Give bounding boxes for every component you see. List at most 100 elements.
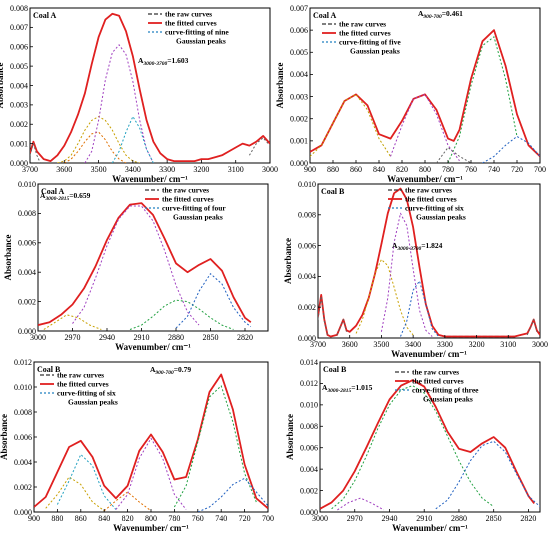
- series-line-gauss-2: [337, 497, 384, 511]
- x-tick-label: 2910: [416, 514, 432, 523]
- chart-panel-2: 900 880 860 840 820 800 780 760 740 720 700 0.000 0.…: [275, 4, 546, 184]
- x-tick-label: 3700: [22, 165, 38, 174]
- panel-label: Coal B: [37, 365, 61, 374]
- y-tick-label: 0.002: [10, 120, 28, 129]
- series-line-gauss-3: [390, 93, 460, 162]
- series-line-raw-0: [30, 13, 270, 162]
- series-line-fit-1: [30, 12, 270, 163]
- area-annotation: A900-700=0.79: [150, 365, 191, 376]
- x-tick-label: 3000: [312, 514, 328, 523]
- y-tick-label: 0.008: [298, 211, 316, 220]
- series-line-gauss-2: [43, 314, 102, 330]
- y-tick-label: 0.002: [290, 115, 308, 124]
- y-tick-label: 0.000: [10, 159, 28, 168]
- legend-entry: the fitted curves: [165, 19, 217, 28]
- y-tick-label: 0.005: [290, 48, 308, 57]
- series-line-gauss-5: [111, 116, 154, 163]
- y-tick-label: 0.010: [14, 383, 32, 392]
- series-line-gauss-5: [115, 437, 187, 510]
- chart-panel-4: 3700 3600 3500 3400 3300 3200 3100 3000 0.000 0.0…: [283, 180, 548, 359]
- x-tick-label: 900: [28, 514, 40, 523]
- y-tick-label: 0.008: [14, 408, 32, 417]
- x-tick-label: 3400: [125, 165, 141, 174]
- y-tick-label: 0.007: [290, 4, 308, 13]
- y-tick-label: 0.000: [14, 508, 32, 517]
- y-tick-label: 0.004: [14, 458, 32, 467]
- x-tick-label: 3100: [228, 165, 244, 174]
- legend-entry: the fitted curves: [405, 195, 457, 204]
- x-tick-label: 2970: [347, 514, 363, 523]
- y-tick-label: 0.010: [300, 401, 318, 410]
- x-tick-label: 3600: [56, 165, 72, 174]
- x-axis-title: Wavenumber/ cm⁻¹: [115, 342, 191, 352]
- series-line-gauss-5: [175, 273, 252, 329]
- y-tick-label: 0.006: [298, 241, 316, 250]
- series-line-gauss-4: [447, 36, 518, 163]
- y-tick-label: 0.004: [290, 70, 308, 79]
- series-line-gauss-6: [436, 147, 472, 163]
- y-tick-label: 0.001: [10, 139, 28, 148]
- plot-frame: [319, 361, 541, 513]
- series-line-gauss-6: [30, 143, 41, 163]
- chart-panel-1: 3700 3600 3500 3400 3300 3200 3100 3000 0.000 0.0…: [0, 4, 278, 184]
- y-axis-title: Absorbance: [3, 234, 13, 280]
- x-tick-label: 2880: [168, 333, 184, 342]
- series-line-gauss-3: [331, 385, 494, 510]
- y-tick-label: 0.000: [290, 159, 308, 168]
- panel-label: Coal A: [41, 187, 65, 196]
- legend-entry: curve-fitting of four: [162, 204, 226, 213]
- series-line-gauss-7: [526, 319, 538, 336]
- x-tick-label: 760: [465, 165, 477, 174]
- y-tick-label: 0.004: [10, 81, 28, 90]
- series-line-gauss-4: [435, 440, 540, 510]
- x-tick-label: 2940: [381, 514, 397, 523]
- x-tick-label: 800: [145, 514, 157, 523]
- x-tick-label: 2850: [486, 514, 502, 523]
- series-line-gauss-3: [72, 205, 200, 326]
- x-axis-title: Wavenumber/ cm⁻¹: [392, 523, 468, 533]
- y-tick-label: 0.008: [300, 422, 318, 431]
- series-line-gauss-2: [57, 116, 140, 163]
- x-tick-label: 860: [75, 514, 87, 523]
- y-tick-label: 0.007: [10, 23, 28, 32]
- x-tick-label: 780: [442, 165, 454, 174]
- x-tick-label: 3300: [437, 340, 453, 349]
- x-tick-label: 700: [262, 514, 274, 523]
- legend-entry: curve-fitting of nine: [165, 28, 229, 37]
- x-tick-label: 3000: [30, 333, 46, 342]
- series-line-gauss-4: [84, 44, 154, 163]
- legend-entry: the fitted curves: [162, 195, 214, 204]
- series-line-gauss-4: [400, 280, 439, 337]
- chart-panel-3: 3000 2970 2940 2910 2880 2850 2820 0.000 0.002 0.…: [3, 180, 269, 352]
- series-line-gauss-6: [336, 319, 347, 336]
- x-tick-label: 2850: [203, 333, 219, 342]
- y-tick-label: 0.008: [18, 209, 36, 218]
- y-tick-label: 0.006: [290, 26, 308, 35]
- y-tick-label: 0.000: [18, 327, 36, 336]
- area-annotation: A3000-3700=1.824: [392, 241, 443, 252]
- legend-entry: the raw curves: [162, 186, 209, 195]
- x-tick-label: 820: [396, 165, 408, 174]
- series-line-gauss-4: [129, 299, 234, 330]
- plot-frame: [37, 183, 269, 332]
- x-axis-title: Wavenumber/ cm⁻¹: [113, 523, 189, 533]
- y-tick-label: 0.014: [300, 358, 318, 367]
- y-tick-label: 0.006: [14, 433, 32, 442]
- y-tick-label: 0.002: [14, 483, 32, 492]
- series-line-gauss-6: [173, 385, 257, 508]
- area-annotation: A3000-2815=1.015: [322, 383, 373, 394]
- panel-label: Coal B: [323, 365, 347, 374]
- legend-entry: the fitted curves: [339, 29, 391, 38]
- legend-entry: curve-fitting of three: [412, 386, 479, 395]
- y-axis-title: Absorbance: [285, 414, 295, 460]
- series-line-fit-1: [38, 202, 252, 326]
- panel-label: Coal B: [321, 187, 345, 196]
- legend-entry: the raw curves: [405, 186, 452, 195]
- series-line-gauss-3: [380, 212, 433, 337]
- legend-entry: the raw curves: [165, 10, 212, 19]
